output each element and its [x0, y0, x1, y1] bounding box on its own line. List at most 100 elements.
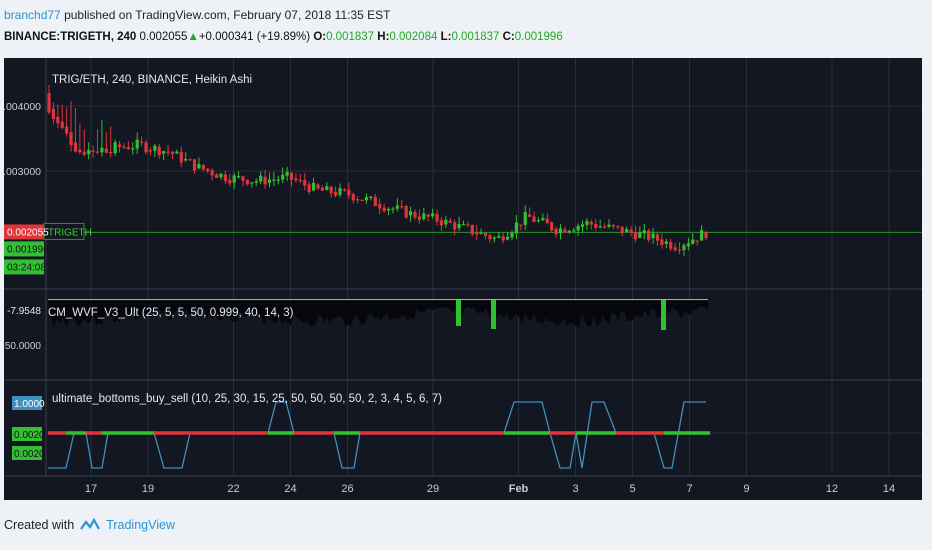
price-change: +0.000341 (+19.89%)	[198, 31, 311, 43]
candle-body	[611, 225, 616, 227]
candle-body	[316, 184, 320, 189]
candle-body	[479, 232, 483, 235]
trading-chart[interactable]: 17 19 22 24 26 29 Feb 3 5 7 9 12 14 0.004000 0.003000 T…	[4, 58, 922, 500]
candle-body	[285, 171, 289, 176]
tradingview-brand[interactable]: TradingView	[106, 518, 175, 532]
close-label: C:	[502, 31, 515, 43]
candle-body	[320, 187, 324, 191]
candle-body	[466, 224, 470, 226]
candle-body	[91, 150, 95, 152]
candle-body	[523, 211, 527, 225]
publish-info: branchd77 published on TradingView.com, …	[4, 8, 391, 22]
candle-body	[558, 228, 563, 234]
author-link[interactable]: branchd77	[4, 8, 61, 22]
open-value: 0.001837	[326, 31, 375, 43]
candle-body	[65, 126, 69, 134]
candle-body	[417, 216, 421, 220]
candle-body	[223, 174, 227, 182]
candle-body	[704, 232, 708, 239]
candle-body	[60, 121, 64, 128]
candle-body	[131, 148, 135, 150]
candle-body	[677, 249, 682, 251]
candle-body	[289, 172, 294, 180]
candle-body	[563, 229, 567, 233]
candle-body	[435, 213, 439, 222]
candle-body	[87, 149, 91, 155]
x-tick-label: 9	[743, 483, 749, 495]
candle-body	[514, 222, 518, 234]
candle-body	[267, 179, 272, 183]
candle-body	[620, 226, 624, 234]
candle-body	[669, 241, 673, 249]
ub-level-tag-2-bg	[12, 446, 42, 460]
candle-body	[254, 181, 258, 183]
last-price: 0.002055	[139, 31, 188, 43]
candle-body	[51, 108, 56, 119]
candle-body	[386, 208, 391, 211]
candle-body	[660, 239, 664, 245]
candle-body	[461, 224, 466, 226]
y-tick-label: 0.003000	[4, 166, 41, 178]
candle-body	[69, 132, 73, 146]
candle-body	[598, 226, 602, 228]
candle-body	[206, 168, 210, 171]
candle-body	[294, 178, 298, 181]
x-tick-label: 7	[686, 483, 692, 495]
candle-body	[488, 235, 492, 240]
x-tick-label: 22	[227, 483, 239, 495]
candle-body	[100, 147, 104, 153]
candle-body	[241, 176, 245, 181]
candle-body	[378, 204, 382, 209]
candle-body	[307, 184, 311, 192]
wvf-histogram	[48, 300, 708, 328]
candle-body	[655, 234, 660, 241]
candle-body	[135, 139, 139, 149]
candle-body	[510, 232, 514, 238]
ub-signal-line	[48, 401, 706, 469]
candle-body	[228, 179, 232, 184]
candle-body	[400, 206, 404, 208]
candle-body	[483, 232, 488, 236]
chart-background	[4, 58, 922, 500]
published-text: published on TradingView.com, February 0…	[64, 8, 391, 22]
candle-body	[475, 232, 479, 235]
candle-body	[126, 147, 130, 150]
candle-body	[232, 175, 236, 183]
candle-body	[303, 179, 307, 186]
candle-body	[576, 225, 580, 231]
candle-body	[214, 174, 219, 178]
candle-body	[281, 174, 285, 180]
candle-body	[192, 159, 197, 171]
candle-body	[356, 199, 360, 201]
candle-body	[342, 189, 347, 191]
candle-body	[347, 189, 351, 196]
candle-body	[334, 191, 338, 196]
x-tick-label: 24	[284, 483, 296, 495]
wvf-signal-bar	[661, 300, 666, 330]
ub-level-tag-2: 0.0020	[14, 449, 45, 460]
high-label: H:	[377, 31, 390, 43]
candle-body	[567, 230, 571, 233]
candle-body	[184, 159, 188, 161]
candle-body	[73, 142, 78, 152]
candle-body	[201, 164, 205, 170]
candle-body	[682, 245, 686, 250]
candle-body	[351, 193, 355, 201]
candle-body	[82, 151, 86, 155]
candle-body	[263, 176, 267, 185]
candle-body	[602, 226, 607, 228]
candle-body	[686, 243, 690, 247]
symbol-name: BINANCE:TRIGETH, 240	[4, 31, 137, 43]
tradingview-logo-icon[interactable]	[80, 518, 101, 532]
candle-body	[642, 230, 646, 234]
x-tick-label: 19	[142, 483, 154, 495]
candle-body	[699, 230, 704, 241]
candle-body	[259, 175, 263, 182]
x-tick-label: Feb	[509, 483, 529, 495]
symbol-label: TRIGETH	[48, 227, 92, 238]
candle-body	[338, 188, 342, 195]
candle-body	[580, 224, 585, 227]
candle-body	[245, 179, 250, 185]
ub-level-tag: 0.0020	[14, 430, 45, 441]
candle-body	[651, 233, 655, 239]
